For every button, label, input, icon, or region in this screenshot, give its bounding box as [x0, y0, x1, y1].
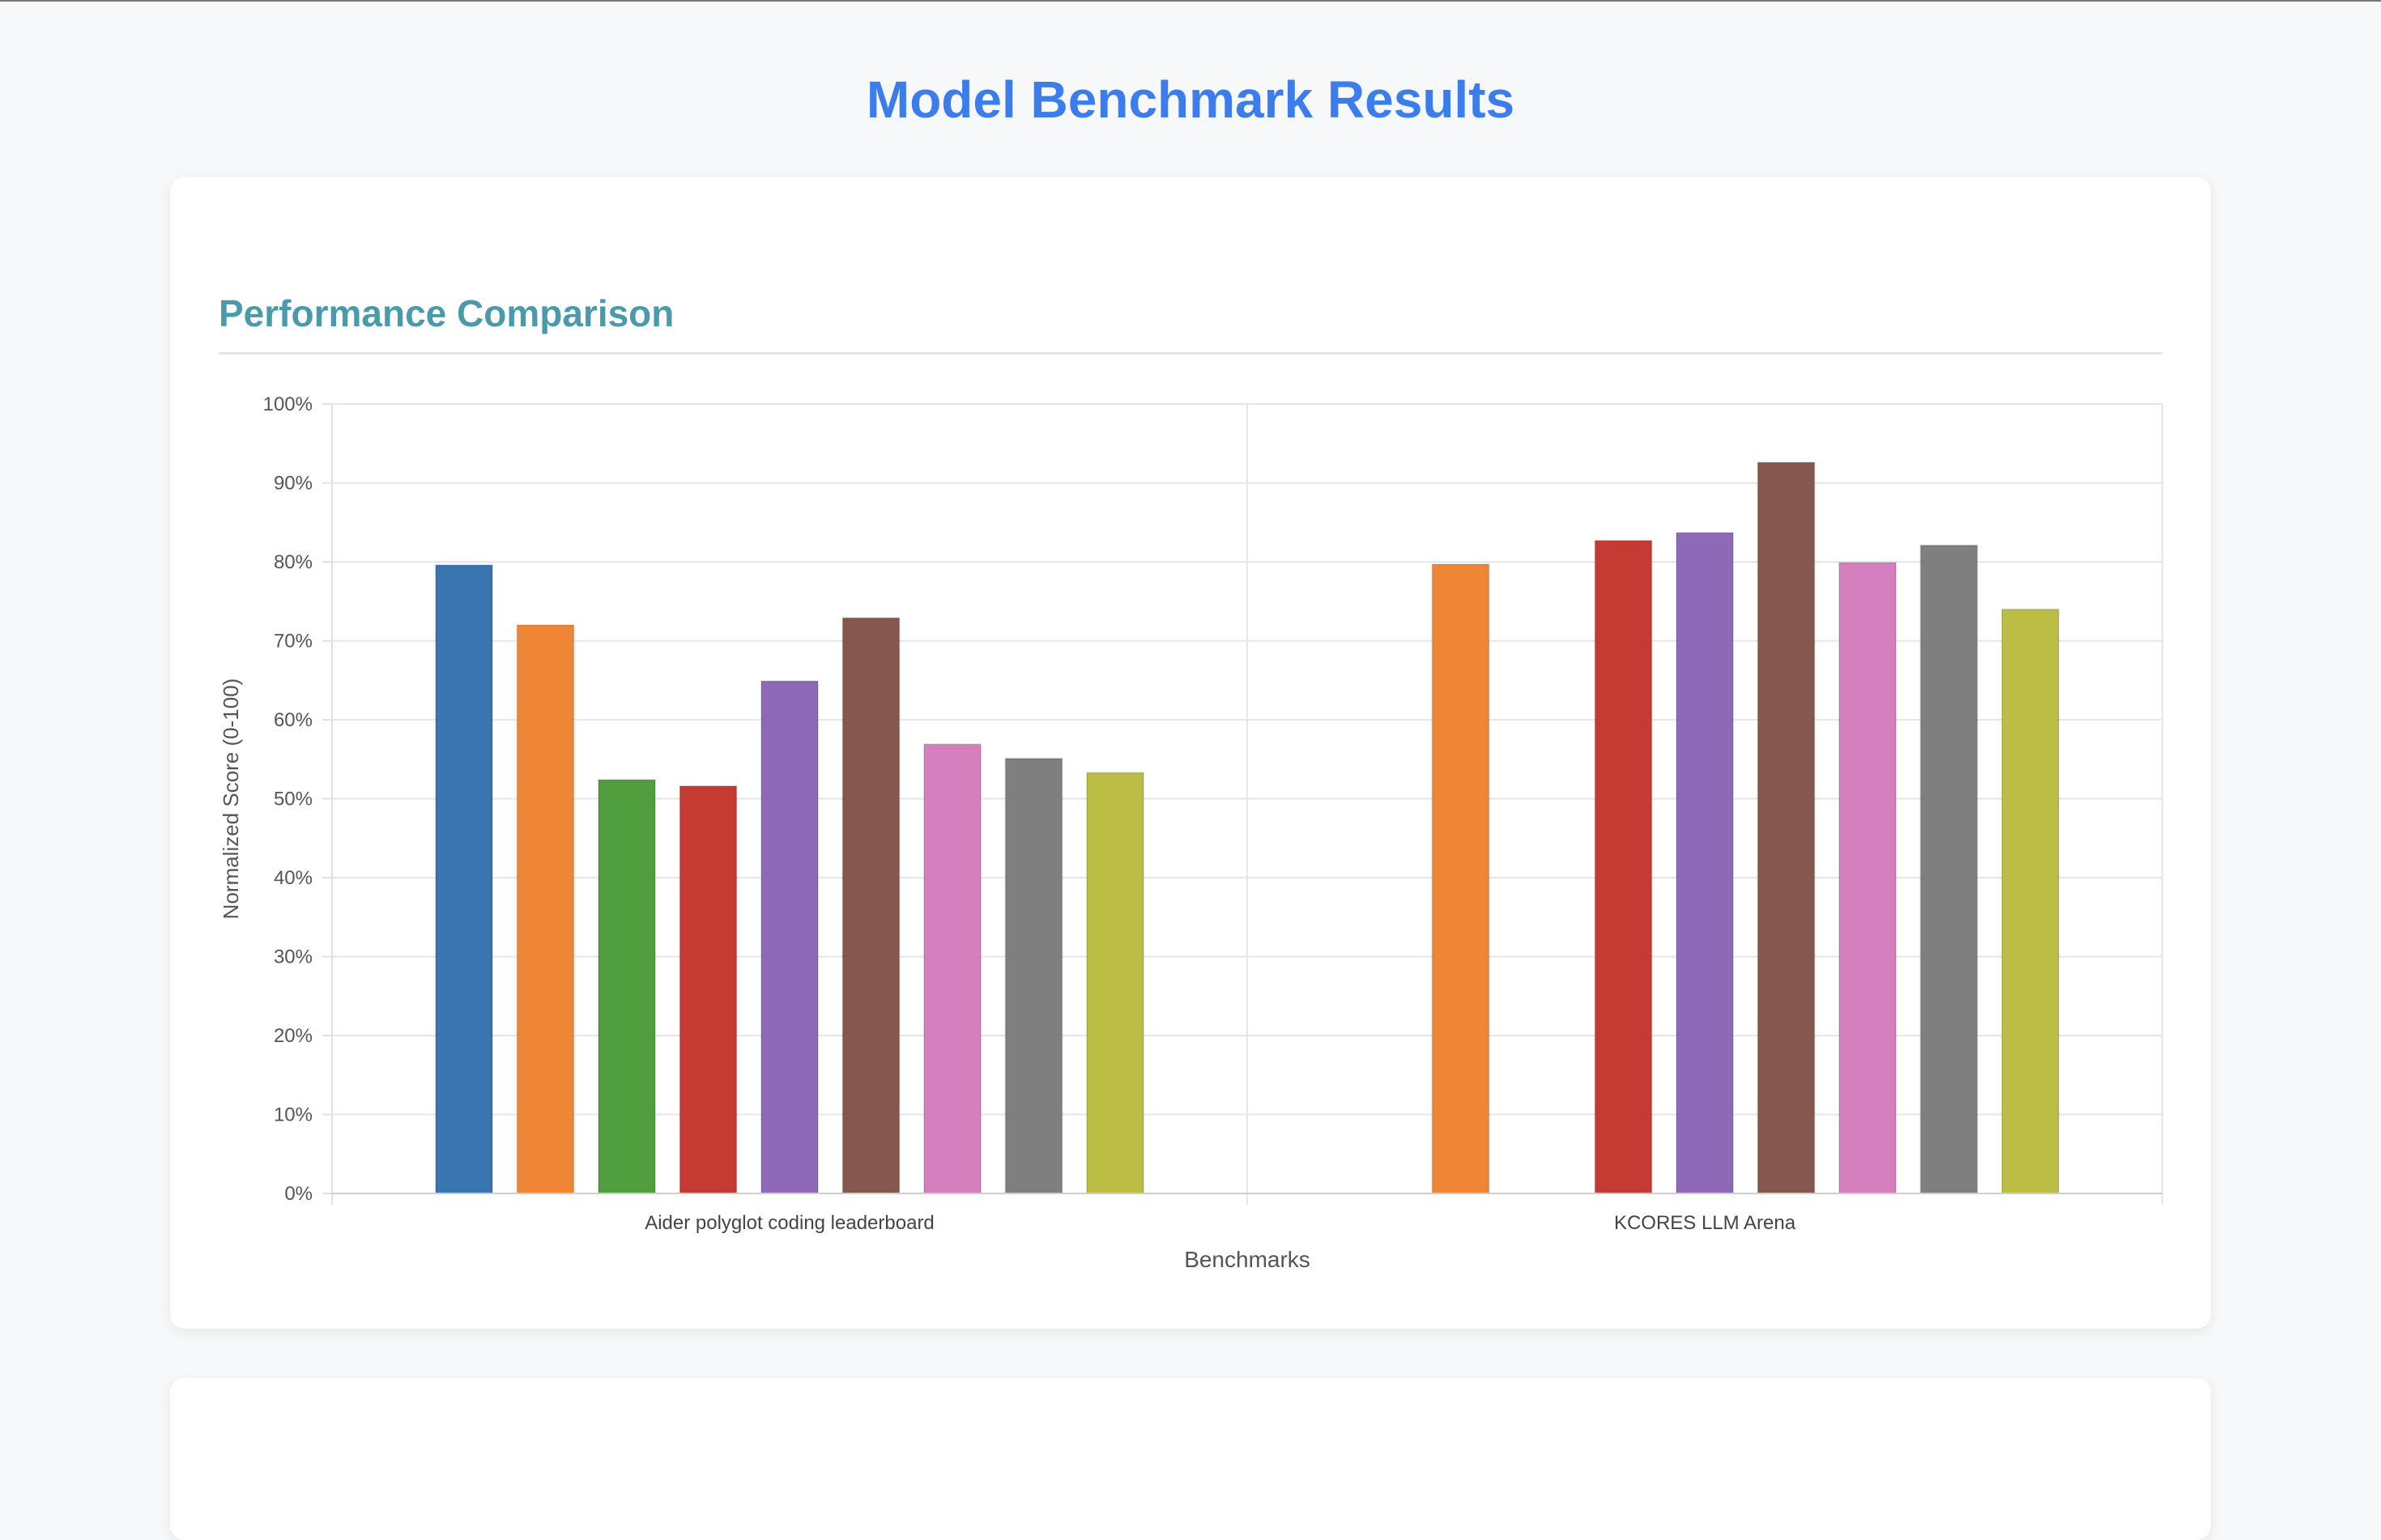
bar	[679, 785, 738, 1195]
y-tick-label: 0%	[284, 1183, 313, 1205]
bar	[760, 680, 819, 1194]
chart-card: Performance Comparison 0% 10% 20% 30% 40% 50%…	[170, 177, 2211, 1329]
bar	[1431, 563, 1490, 1194]
next-card	[170, 1378, 2211, 1540]
y-tick-label: 70%	[274, 631, 313, 653]
section-title: Performance Comparison	[219, 292, 675, 334]
bar	[2001, 608, 2059, 1194]
y-tick-label: 50%	[274, 789, 313, 810]
bar	[1676, 531, 1734, 1194]
x-tick-label: KCORES LLM Arena	[1614, 1212, 1796, 1234]
y-tick-label: 80%	[274, 551, 313, 573]
y-tick-label: 100%	[263, 394, 313, 415]
y-tick-label: 30%	[274, 947, 313, 968]
axis-layer	[331, 404, 2162, 1205]
bar-chart: 0% 10% 20% 30% 40% 50% 60% 70% 80% 90% 100% Aider p…	[219, 394, 2163, 1272]
x-axis-title: Benchmarks	[1184, 1247, 1310, 1272]
bar	[1594, 539, 1653, 1194]
bar	[435, 564, 493, 1194]
bar	[1838, 561, 1897, 1195]
bars-layer	[435, 462, 2059, 1195]
y-tick-label: 60%	[274, 709, 313, 731]
bar	[841, 617, 901, 1194]
bar	[1919, 544, 1978, 1194]
y-tick-label: 10%	[274, 1104, 313, 1126]
bar	[923, 743, 982, 1194]
bar	[1004, 757, 1063, 1194]
x-tick-label: Aider polyglot coding leaderboard	[645, 1212, 935, 1234]
bar	[516, 624, 575, 1194]
bar	[598, 779, 656, 1194]
section-divider	[219, 352, 2162, 355]
bar	[1757, 462, 1816, 1194]
bar	[1086, 772, 1144, 1194]
window-top-border	[0, 0, 2381, 2]
y-tick-label: 90%	[274, 473, 313, 495]
page-title: Model Benchmark Results	[866, 70, 1515, 129]
y-tick-label: 20%	[274, 1025, 313, 1047]
labels-layer: 0% 10% 20% 30% 40% 50% 60% 70% 80% 90% 100% Aider p…	[219, 394, 1796, 1272]
y-axis-title: Normalized Score (0-100)	[219, 679, 243, 920]
y-tick-label: 40%	[274, 867, 313, 889]
